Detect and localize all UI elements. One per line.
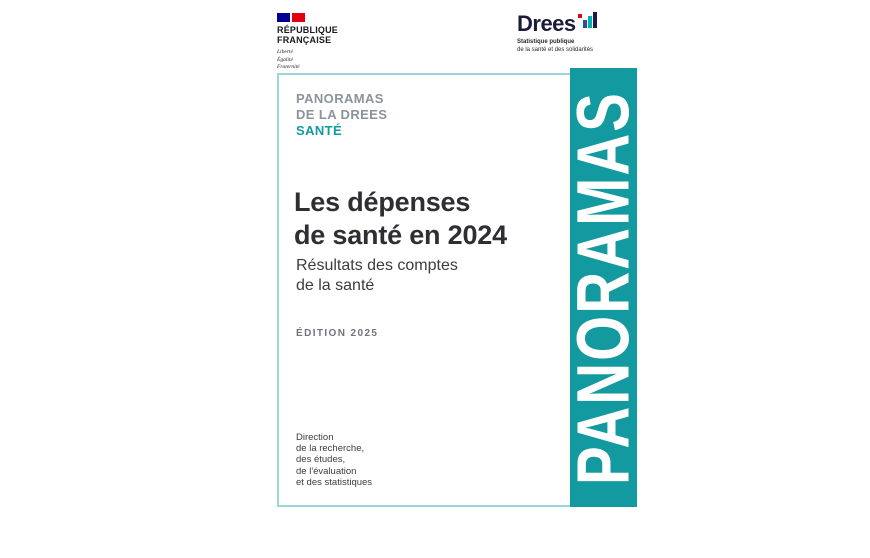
panoramas-vertical-banner: PANORAMAS	[570, 68, 637, 507]
page-subtitle: Résultats des comptes de la santé	[296, 256, 458, 296]
collection-header: PANORAMAS DE LA DREES SANTÉ	[296, 91, 387, 139]
collection-line2: DE LA DREES	[296, 106, 388, 122]
flag-blue-block	[277, 13, 290, 22]
motto-line3: Fraternité	[277, 64, 300, 70]
drees-tagline: Statistique publique de la santé et des …	[517, 38, 597, 54]
title-line1: Les dépenses	[294, 187, 471, 217]
page-title: Les dépenses de santé en 2024	[294, 186, 507, 252]
drees-bar-teal	[587, 16, 592, 28]
drees-bar-blue	[582, 20, 587, 28]
title-line2: de santé en 2024	[294, 219, 507, 250]
flag-red-block	[292, 13, 305, 22]
publisher-line3: des études,	[296, 454, 346, 466]
publisher-line1: Direction	[296, 432, 334, 443]
rf-line1: RÉPUBLIQUE	[277, 25, 339, 35]
publisher-line2: de la recherche,	[296, 443, 365, 455]
collection-line3: SANTÉ	[296, 122, 343, 138]
subtitle-line1: Résultats des comptes	[296, 257, 458, 274]
publisher-line4: de l'évaluation	[296, 465, 357, 477]
cover-frame	[277, 73, 620, 507]
drees-tagline-line2: de la santé et des solidarités	[517, 47, 594, 54]
republique-francaise-logo: RÉPUBLIQUE FRANÇAISE Liberté Égalité Fra…	[277, 13, 347, 71]
drees-barchart-icon	[577, 12, 597, 28]
publisher-block: Direction de la recherche, des études, d…	[296, 432, 372, 488]
drees-red-dot	[577, 14, 582, 18]
rf-line2: FRANÇAISE	[277, 35, 332, 46]
republique-francaise-wordmark: RÉPUBLIQUE FRANÇAISE	[277, 25, 347, 45]
subtitle-line2: de la santé	[296, 277, 375, 294]
motto-line2: Égalité	[277, 56, 293, 63]
edition-label: ÉDITION 2025	[296, 328, 379, 339]
rf-motto: Liberté Égalité Fraternité	[277, 49, 347, 71]
publisher-line5: et des statistiques	[296, 476, 373, 488]
french-flag-icon	[277, 13, 347, 22]
panoramas-banner-text: PANORAMAS	[570, 90, 637, 485]
drees-bar-navy	[592, 12, 597, 28]
drees-tagline-line1: Statistique publique	[517, 39, 575, 45]
motto-line1: Liberté	[277, 49, 293, 56]
collection-line1: PANORAMAS	[296, 91, 384, 106]
drees-logo: Drees Statistique publique de la santé e…	[517, 11, 597, 54]
drees-wordmark: Drees	[517, 11, 576, 36]
